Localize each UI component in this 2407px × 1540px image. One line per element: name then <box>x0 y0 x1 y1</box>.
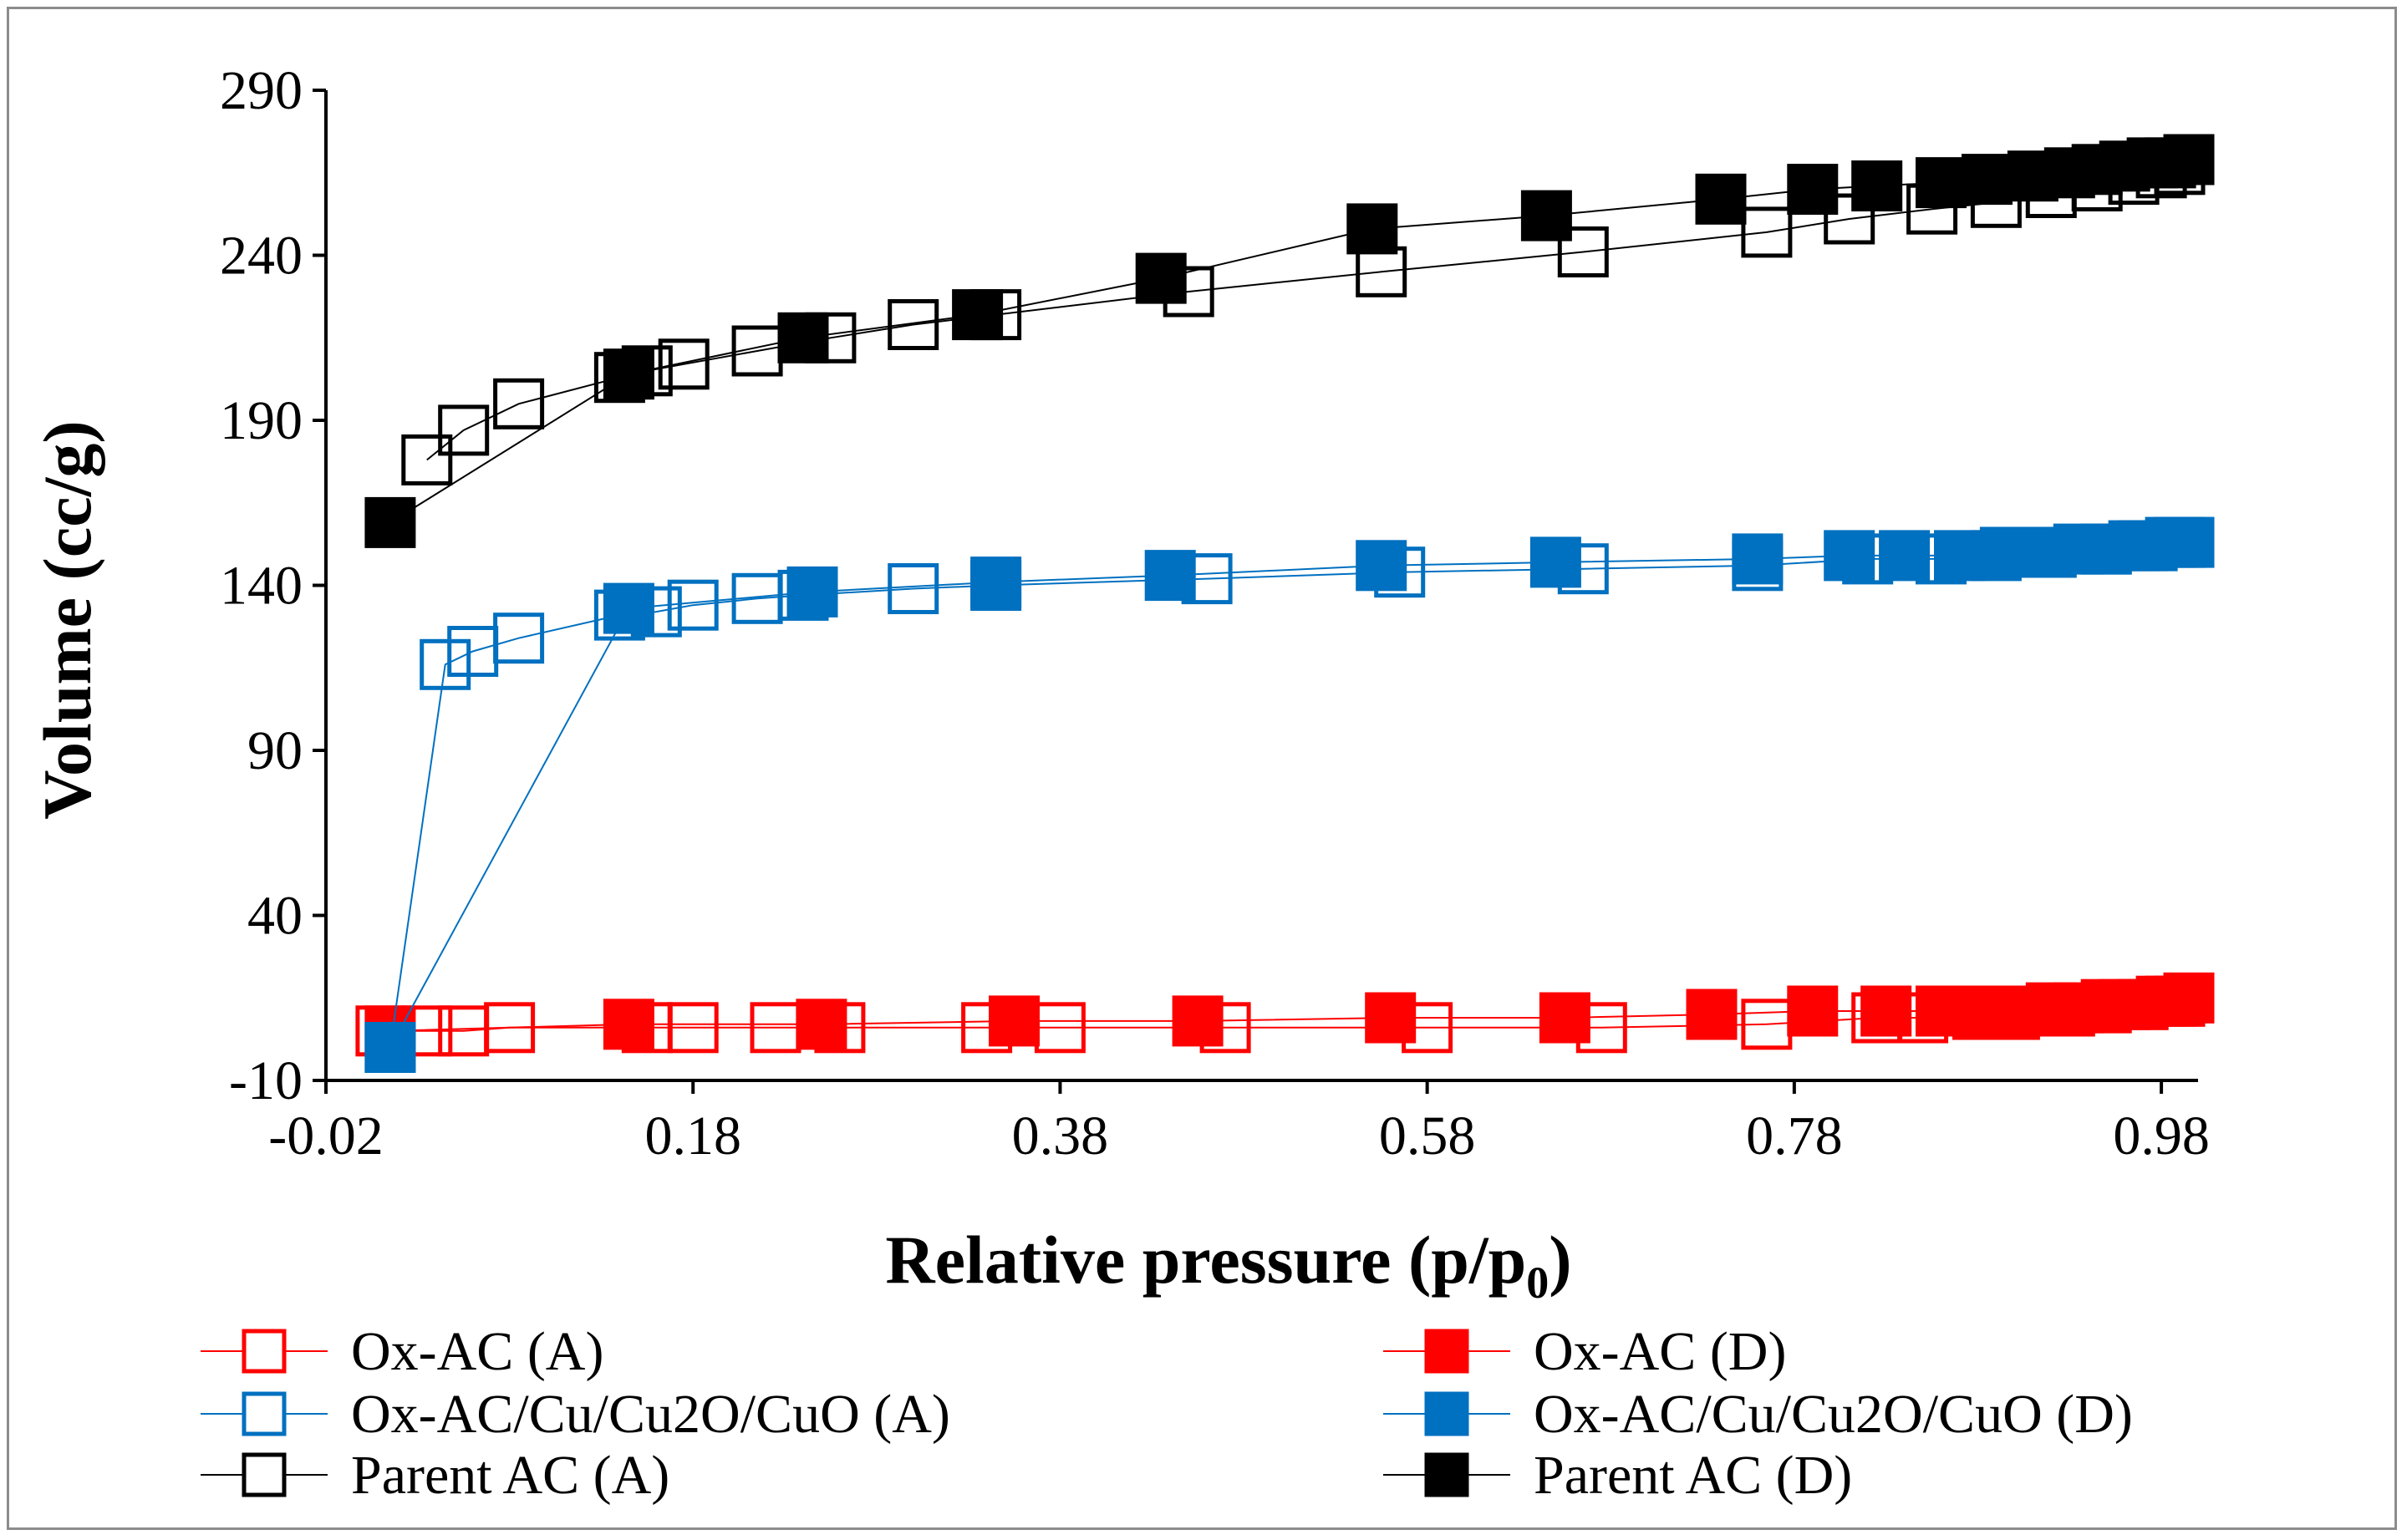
data-point <box>1787 164 1839 215</box>
legend-marker <box>242 1329 287 1374</box>
data-point <box>1365 992 1417 1044</box>
x-axis-title: Relative pressure (p/p0) <box>885 1222 1571 1308</box>
series-5 <box>364 134 2215 548</box>
data-point <box>1787 985 1839 1037</box>
x-tick-label: 0.18 <box>644 1105 741 1166</box>
data-point <box>2163 134 2215 186</box>
data-point <box>1034 1002 1086 1054</box>
legend-item: Ox-AC (D) <box>1383 1321 1786 1382</box>
data-point <box>1962 154 2013 206</box>
data-point <box>888 563 939 614</box>
data-point <box>1520 190 1572 241</box>
data-point <box>952 289 1004 341</box>
legend-label: Ox-AC/Cu/Cu2O/CuO (A) <box>351 1384 950 1445</box>
data-point <box>1346 203 1398 255</box>
y-tick-label: 290 <box>220 60 303 121</box>
data-point <box>1741 999 1793 1050</box>
x-tick-label: -0.02 <box>268 1105 383 1166</box>
legend-label: Ox-AC (D) <box>1534 1321 1786 1382</box>
legend-marker <box>1424 1329 1469 1374</box>
x-tick-label: 0.58 <box>1379 1105 1476 1166</box>
data-point <box>1934 530 1985 582</box>
data-point <box>1695 173 1747 225</box>
data-point <box>970 557 1022 608</box>
legend-marker <box>242 1452 287 1497</box>
data-point <box>364 496 416 548</box>
legend-item: Ox-AC/Cu/Cu2O/CuO (D) <box>1383 1384 2133 1445</box>
y-tick-label: 140 <box>220 556 303 617</box>
data-point <box>1860 985 1912 1037</box>
data-point <box>750 1002 801 1054</box>
data-point <box>1557 226 1609 277</box>
data-point <box>1529 536 1581 588</box>
y-tick-label: 40 <box>247 886 303 947</box>
data-point <box>667 579 719 631</box>
data-point <box>1144 550 1196 602</box>
data-point <box>1135 252 1187 304</box>
data-point <box>603 348 654 400</box>
data-point <box>667 1002 719 1054</box>
data-point <box>438 1005 490 1057</box>
x-tick-label: 0.98 <box>2113 1105 2210 1166</box>
legend-marker <box>242 1391 287 1436</box>
x-tick-label: 0.38 <box>1012 1105 1109 1166</box>
legend-marker <box>1424 1391 1469 1436</box>
data-point <box>1732 533 1784 585</box>
data-point <box>658 338 710 390</box>
legend: Ox-AC (A) Ox-AC (D) Ox-AC/Cu/Cu2O/CuO (A) O… <box>201 1321 2133 1506</box>
data-point <box>1879 530 1931 582</box>
data-point <box>1686 989 1738 1040</box>
data-point <box>1916 157 1967 209</box>
legend-item: Parent AC (D) <box>1383 1445 1852 1506</box>
x-axis-title-main: Relative pressure (p/p <box>885 1222 1526 1298</box>
data-point <box>493 612 545 664</box>
legend-item: Parent AC (A) <box>201 1445 669 1506</box>
data-point <box>1851 160 1903 211</box>
legend-marker <box>1424 1452 1469 1497</box>
data-point <box>1916 985 1967 1037</box>
legend-label: Parent AC (A) <box>351 1445 669 1506</box>
series-layer <box>355 134 2215 1073</box>
data-point <box>1824 530 1875 582</box>
y-tick-label: 240 <box>220 226 303 287</box>
data-point <box>420 638 471 690</box>
data-point <box>777 312 829 363</box>
data-point <box>447 626 499 677</box>
data-point <box>438 404 490 456</box>
data-point <box>401 434 453 485</box>
data-point <box>493 378 545 429</box>
legend-item: Ox-AC (A) <box>201 1321 603 1382</box>
y-tick-label: 90 <box>247 720 303 781</box>
series-3 <box>364 516 2215 1073</box>
data-point <box>1172 995 1224 1047</box>
legend-label: Ox-AC/Cu/Cu2O/CuO (D) <box>1534 1384 2133 1445</box>
data-point <box>796 999 847 1050</box>
data-point <box>364 1022 416 1073</box>
data-point <box>2163 972 2215 1024</box>
data-point <box>603 582 654 634</box>
y-tick-label: -10 <box>229 1050 303 1111</box>
data-point <box>1356 540 1407 592</box>
data-point <box>2163 516 2215 568</box>
y-axis-title: Volume (cc/g) <box>29 420 105 819</box>
data-point <box>1356 246 1407 297</box>
legend-label: Ox-AC (A) <box>351 1321 603 1382</box>
data-point <box>1741 206 1793 258</box>
series-1 <box>364 972 2215 1057</box>
x-tick-label: 0.78 <box>1746 1105 1843 1166</box>
data-point <box>603 999 654 1050</box>
x-axis-title-subscript: 0 <box>1526 1258 1549 1308</box>
data-point <box>1824 193 1875 245</box>
axis-ticks: -10 40 90 140 190 240 290 -0.02 0.18 0.38 0.58 0.78… <box>220 60 2210 1166</box>
data-point <box>989 995 1040 1047</box>
chart-frame <box>7 7 2397 1530</box>
data-point <box>1539 992 1590 1044</box>
legend-label: Parent AC (D) <box>1534 1445 1852 1506</box>
legend-item: Ox-AC/Cu/Cu2O/CuO (A) <box>201 1384 950 1445</box>
data-point <box>888 299 939 350</box>
x-axis-title-end: ) <box>1549 1222 1571 1298</box>
data-point <box>786 566 838 618</box>
y-tick-label: 190 <box>220 390 303 451</box>
